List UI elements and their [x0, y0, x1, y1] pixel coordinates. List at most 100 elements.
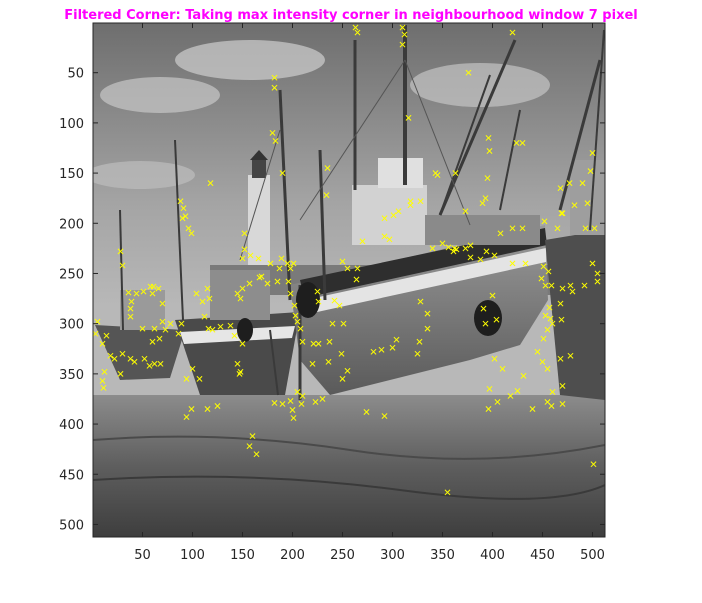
- corner-marker: [514, 387, 521, 394]
- corner-marker: [352, 24, 359, 31]
- corner-marker: [541, 218, 548, 225]
- y-tick-label: 250: [59, 267, 84, 282]
- corner-marker: [589, 260, 596, 267]
- corner-marker: [559, 210, 566, 217]
- corner-marker: [287, 398, 294, 404]
- corner-marker: [339, 258, 346, 265]
- corner-marker: [589, 150, 596, 156]
- y-tick-label: 500: [59, 518, 84, 533]
- corner-marker: [567, 352, 574, 359]
- corner-marker: [353, 276, 360, 283]
- corner-marker: [237, 295, 244, 302]
- corner-marker: [324, 165, 331, 172]
- x-tick-label: 50: [134, 548, 151, 563]
- corner-marker: [204, 285, 211, 292]
- corner-marker: [534, 348, 541, 355]
- corner-marker: [544, 365, 551, 372]
- corner-marker: [177, 198, 184, 205]
- x-tick-label: 450: [530, 548, 555, 563]
- corner-marker: [139, 325, 146, 332]
- corner-marker: [117, 370, 124, 377]
- corner-marker: [545, 268, 552, 275]
- corner-marker: [389, 344, 396, 351]
- corner-marker: [338, 350, 345, 357]
- corner-marker: [253, 451, 260, 458]
- y-tick-label: 350: [59, 368, 84, 383]
- corner-marker: [559, 401, 566, 407]
- corner-marker: [479, 200, 486, 207]
- corner-marker: [386, 236, 393, 243]
- corner-marker: [290, 415, 297, 421]
- corner-marker: [486, 385, 493, 392]
- corner-marker: [217, 323, 224, 330]
- corner-marker: [485, 406, 492, 412]
- corner-marker: [390, 212, 397, 219]
- corner-marker: [462, 245, 469, 252]
- x-tick-label: 200: [280, 548, 305, 563]
- corner-marker: [467, 242, 474, 249]
- corner-marker: [315, 340, 322, 347]
- corner-marker: [485, 134, 492, 141]
- corner-marker: [424, 310, 431, 317]
- corner-marker: [127, 305, 134, 312]
- corner-marker: [529, 406, 536, 412]
- corner-marker: [247, 252, 254, 259]
- corner-marker: [509, 225, 516, 232]
- corner-marker: [183, 375, 190, 382]
- corner-marker: [558, 316, 565, 323]
- corner-marker: [509, 260, 516, 267]
- corner-marker: [119, 350, 126, 357]
- corner-marker: [185, 225, 192, 232]
- corner-marker: [175, 330, 182, 337]
- corner-marker: [579, 180, 586, 187]
- corner-marker: [156, 335, 163, 342]
- corner-marker: [395, 208, 402, 215]
- corner-marker: [299, 392, 306, 399]
- corner-marker: [557, 355, 564, 362]
- corner-marker: [407, 202, 414, 209]
- corner-marker: [381, 413, 388, 419]
- corner-marker: [196, 375, 203, 382]
- corner-marker: [111, 355, 118, 362]
- corner-marker: [339, 375, 346, 382]
- corner-marker: [249, 433, 256, 440]
- corner-marker: [547, 315, 554, 322]
- corner-marker: [489, 292, 496, 299]
- x-tick-label: 300: [380, 548, 405, 563]
- corner-marker: [467, 254, 474, 261]
- corner-marker: [279, 170, 286, 177]
- corner-markers: [93, 24, 601, 496]
- corner-marker: [291, 302, 298, 309]
- corner-marker: [567, 282, 574, 289]
- corner-marker: [239, 255, 246, 262]
- corner-marker: [127, 355, 134, 362]
- corner-marker: [393, 336, 400, 343]
- corner-marker: [549, 320, 556, 327]
- corner-marker: [482, 195, 489, 202]
- corner-marker: [491, 252, 498, 259]
- corner-marker: [399, 24, 406, 31]
- corner-marker: [405, 114, 412, 121]
- corner-marker: [542, 312, 549, 319]
- corner-marker: [162, 326, 169, 333]
- corner-marker: [234, 290, 241, 297]
- corner-marker: [151, 325, 158, 332]
- corner-marker: [310, 340, 317, 347]
- corner-marker: [424, 325, 431, 332]
- corner-marker: [159, 300, 166, 307]
- corner-marker: [549, 388, 556, 395]
- corner-marker: [513, 140, 520, 146]
- corner-marker: [276, 265, 283, 272]
- corner-marker: [289, 407, 296, 413]
- corner-marker: [271, 74, 278, 81]
- corner-marker: [147, 283, 154, 290]
- corner-marker: [359, 238, 366, 245]
- corner-marker: [594, 278, 601, 285]
- corner-marker: [237, 368, 244, 375]
- corner-marker: [480, 305, 487, 312]
- corner-marker: [381, 233, 388, 240]
- corner-marker: [325, 358, 332, 365]
- corner-marker: [269, 129, 276, 136]
- corner-marker: [559, 285, 566, 292]
